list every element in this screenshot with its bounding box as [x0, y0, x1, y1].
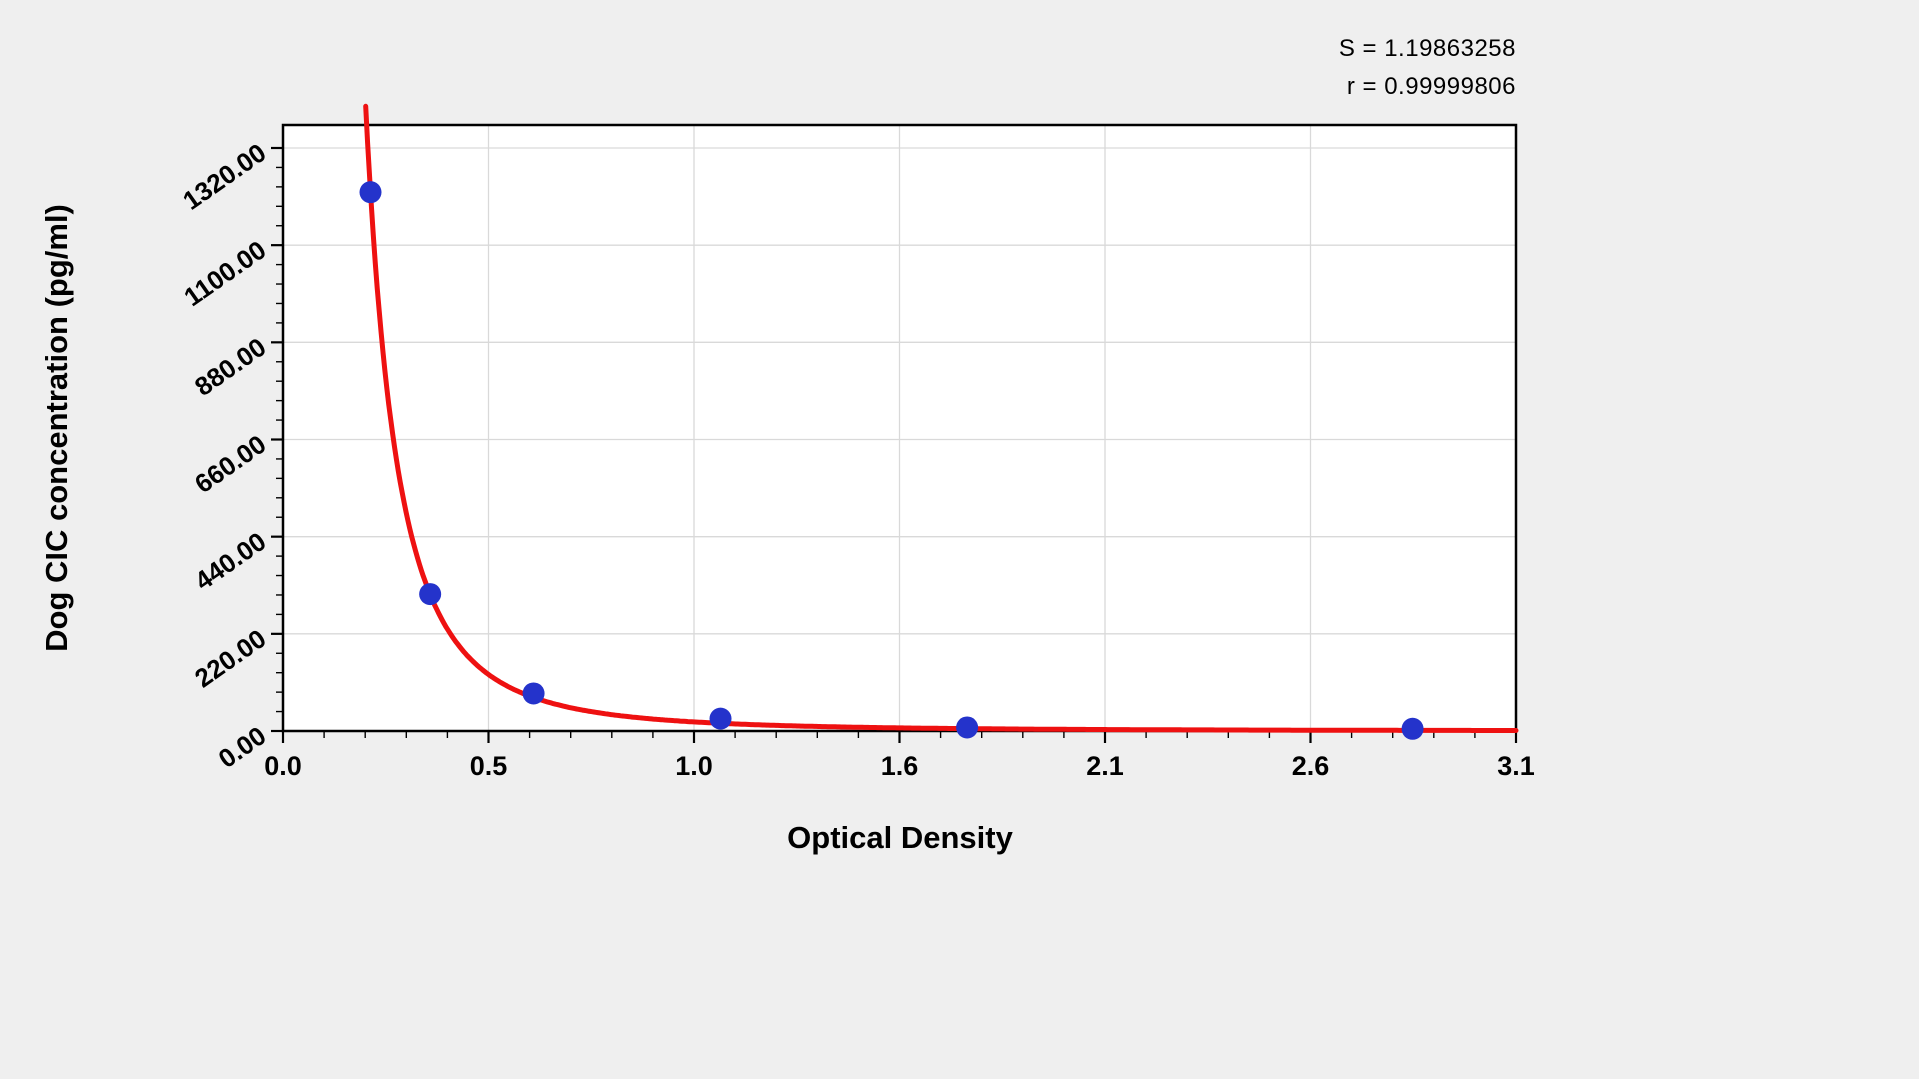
y-tick-label: 880.00 [189, 332, 271, 402]
x-tick-label: 3.1 [1497, 751, 1535, 781]
data-point [359, 181, 382, 204]
y-tick-label: 440.00 [189, 526, 271, 596]
x-tick-label: 2.1 [1086, 751, 1124, 781]
x-tick-label: 1.6 [881, 751, 919, 781]
y-axis-title: Dog CIC concentration (pg/ml) [39, 204, 74, 652]
data-point [956, 716, 979, 739]
y-tick-label: 1100.00 [178, 235, 271, 313]
data-point [419, 583, 442, 606]
x-tick-label: 2.6 [1292, 751, 1330, 781]
x-axis-title: Optical Density [787, 820, 1013, 855]
x-tick-label: 0.0 [264, 751, 302, 781]
x-tick-label: 0.5 [470, 751, 508, 781]
fit-curve [363, 103, 1519, 733]
x-tick-label: 1.0 [675, 751, 713, 781]
y-tick-label: 220.00 [189, 623, 271, 693]
y-tick-label: 1320.00 [177, 137, 271, 215]
data-point [1401, 717, 1424, 740]
stat-r-value: r = 0.99999806 [1346, 73, 1516, 100]
y-tick-label: 0.00 [213, 720, 272, 774]
y-tick-label: 660.00 [189, 429, 271, 499]
fit-statistics: S = 1.19863258 r = 0.99999806 [1339, 30, 1516, 106]
data-point [709, 707, 732, 730]
stat-s-value: S = 1.19863258 [1338, 35, 1516, 62]
data-point [522, 682, 545, 705]
